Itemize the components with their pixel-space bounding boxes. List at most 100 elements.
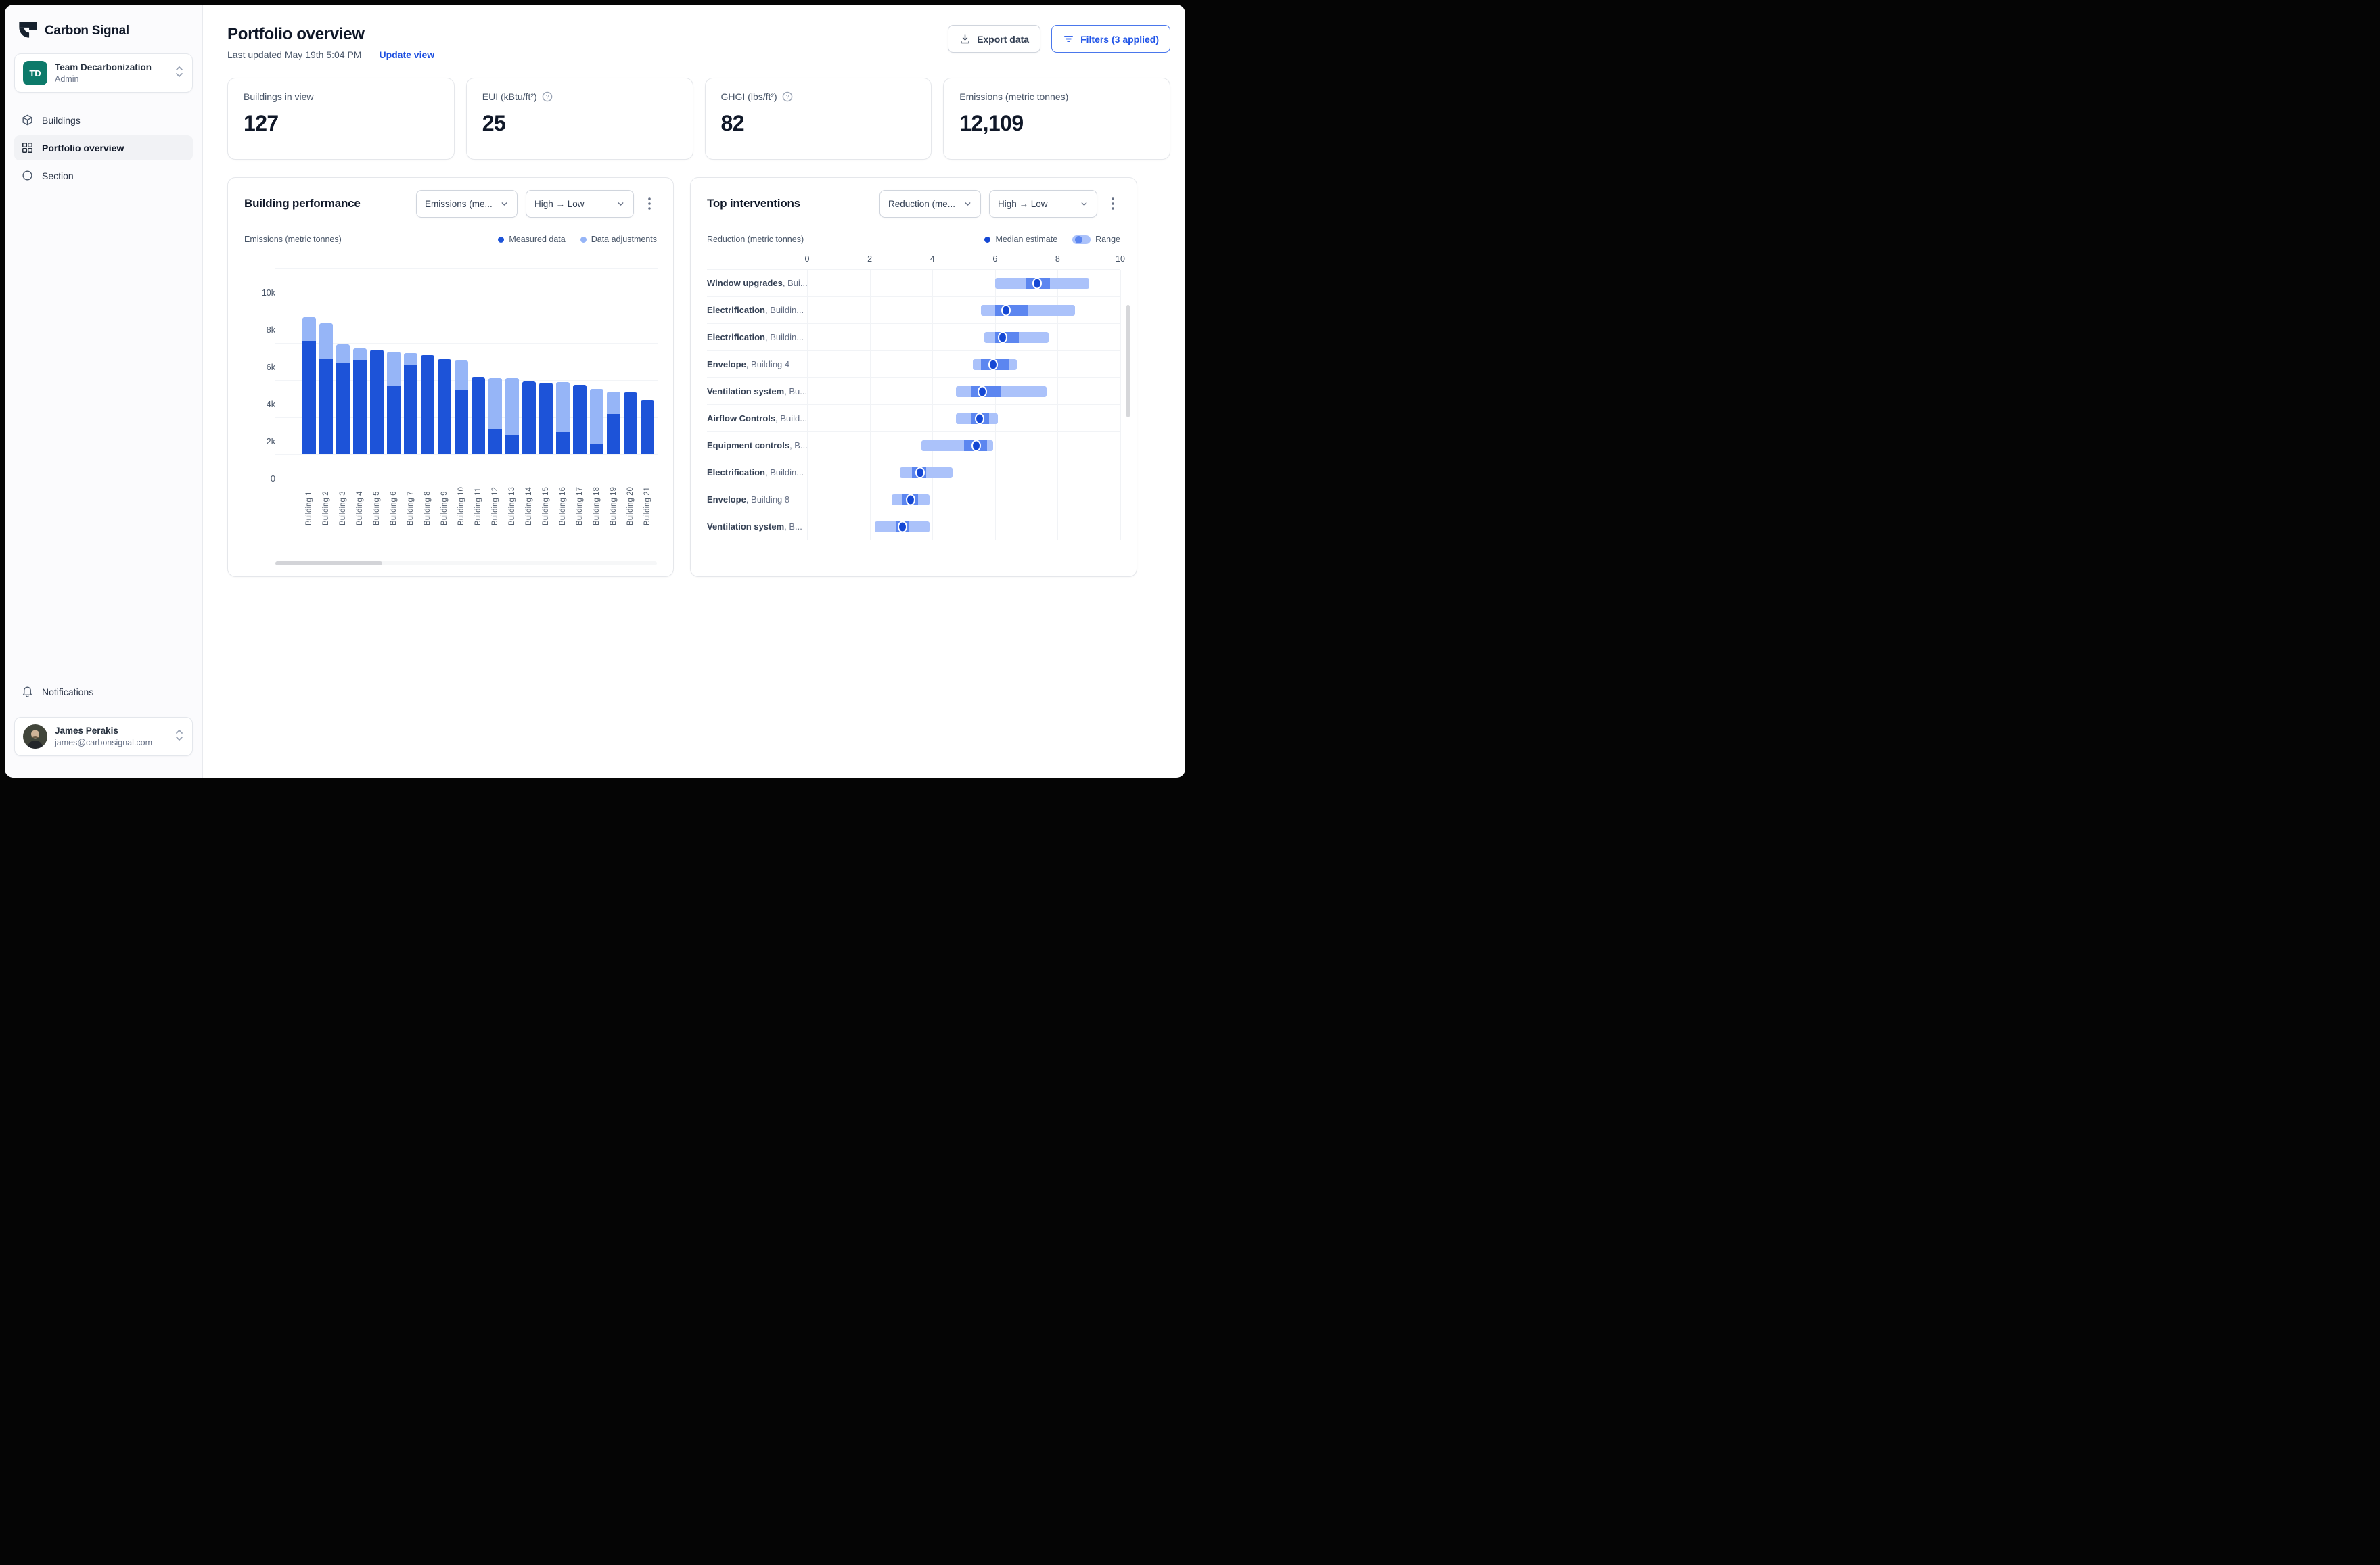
- sidebar-item-buildings[interactable]: Buildings: [14, 108, 193, 133]
- sidebar-item-label: Portfolio overview: [42, 142, 124, 154]
- bar-measured-segment: [404, 364, 417, 455]
- intervention-row-1[interactable]: Window upgrades, Bui...: [707, 270, 1120, 298]
- range-bar: [955, 386, 1047, 397]
- x-tick-2: 2: [867, 254, 873, 264]
- stat-card-buildings-in-view: Buildings in view 127: [227, 78, 455, 160]
- stat-card-emissions: Emissions (metric tonnes) 12,109: [943, 78, 1170, 160]
- bar-chart-x-axis: Building 1 Building 2 Building 3 Building 4…: [275, 461, 685, 525]
- help-icon[interactable]: ?: [542, 91, 553, 102]
- topbar: Portfolio overview Last updated May 19th…: [227, 25, 1170, 60]
- sidebar-nav: Buildings Portfolio overview: [14, 108, 193, 188]
- bar-building-6[interactable]: [387, 351, 401, 455]
- building-performance-title: Building performance: [244, 197, 361, 210]
- bar-building-8[interactable]: [421, 355, 434, 455]
- bar-building-17[interactable]: [573, 385, 587, 455]
- intervention-row-3[interactable]: Electrification, Buildin...: [707, 324, 1120, 352]
- filters-label: Filters (3 applied): [1080, 33, 1159, 45]
- download-icon: [959, 33, 971, 45]
- filters-button[interactable]: Filters (3 applied): [1051, 25, 1170, 53]
- bar-building-13[interactable]: [505, 378, 519, 455]
- bar-building-21[interactable]: [641, 400, 654, 455]
- bar-building-15[interactable]: [539, 383, 553, 455]
- bar-building-18[interactable]: [590, 388, 603, 455]
- horizontal-scrollbar[interactable]: [275, 561, 657, 565]
- median-estimate-swatch: [984, 236, 991, 243]
- intervention-range-chart: [807, 378, 1120, 404]
- bar-building-1[interactable]: [302, 317, 316, 455]
- sort-dropdown-value: High → Low: [998, 198, 1048, 209]
- bar-building-7[interactable]: [404, 353, 417, 455]
- update-view-link[interactable]: Update view: [379, 49, 435, 60]
- top-interventions-controls: Reduction (me... High → Low: [879, 189, 1120, 218]
- intervention-label: Electrification, Buildin...: [707, 332, 804, 343]
- bar-building-19[interactable]: [607, 391, 620, 455]
- bar-building-12[interactable]: [488, 378, 502, 455]
- measured-data-swatch: [498, 236, 505, 243]
- bar-measured-segment: [319, 358, 333, 455]
- range-chart-x-axis: 0 2 4 6 8 10: [805, 254, 1125, 266]
- notifications-link[interactable]: Notifications: [21, 685, 93, 698]
- median-marker: [971, 440, 982, 452]
- bar-building-9[interactable]: [438, 358, 451, 455]
- x-tick-building-10: Building 10: [457, 487, 465, 526]
- intervention-row-5[interactable]: Ventilation system, Bu...: [707, 378, 1120, 406]
- reduction-dropdown[interactable]: Reduction (me...: [879, 189, 981, 218]
- intervention-range-chart: [807, 405, 1120, 431]
- bar-building-10[interactable]: [455, 360, 468, 455]
- bar-building-2[interactable]: [319, 323, 333, 455]
- sort-dropdown[interactable]: High → Low: [526, 189, 634, 218]
- intervention-row-8[interactable]: Electrification, Buildin...: [707, 459, 1120, 487]
- bar-building-11[interactable]: [472, 377, 485, 455]
- bar-building-3[interactable]: [336, 344, 350, 455]
- intervention-row-7[interactable]: Equipment controls, B...: [707, 432, 1120, 460]
- team-role: Admin: [55, 74, 79, 84]
- sidebar-item-portfolio-overview[interactable]: Portfolio overview: [14, 135, 193, 160]
- bar-building-5[interactable]: [370, 349, 384, 455]
- range-chart-xlabel: Reduction (metric tonnes): [707, 235, 804, 245]
- intervention-label: Airflow Controls, Build...: [707, 413, 807, 424]
- y-tick-8k: 8k: [266, 325, 275, 335]
- svg-text:?: ?: [545, 93, 549, 100]
- bar-building-20[interactable]: [624, 392, 637, 455]
- median-marker: [915, 467, 925, 479]
- export-data-button[interactable]: Export data: [948, 25, 1041, 53]
- bar-measured-segment: [455, 389, 468, 455]
- horizontal-scrollbar-thumb[interactable]: [275, 561, 382, 565]
- likely-range-segment: [994, 304, 1028, 316]
- bar-building-14[interactable]: [522, 381, 536, 455]
- chevron-updown-icon: [175, 729, 184, 745]
- sort-dropdown[interactable]: High → Low: [989, 189, 1097, 218]
- sidebar-item-section[interactable]: Section: [14, 163, 193, 188]
- user-avatar: [23, 724, 47, 749]
- intervention-row-2[interactable]: Electrification, Buildin...: [707, 297, 1120, 325]
- median-marker: [1001, 304, 1011, 317]
- kebab-menu-icon[interactable]: [1105, 190, 1120, 218]
- bar-building-16[interactable]: [556, 381, 570, 455]
- brand: Carbon Signal: [5, 5, 202, 39]
- legend-range: Range: [1072, 235, 1120, 244]
- user-selector[interactable]: James Perakis james@carbonsignal.com: [14, 717, 193, 756]
- x-tick-6: 6: [992, 254, 998, 264]
- top-interventions-title: Top interventions: [707, 197, 800, 210]
- y-tick-2k: 2k: [266, 437, 275, 447]
- vertical-scrollbar-thumb[interactable]: [1126, 305, 1130, 418]
- team-selector[interactable]: TD Team Decarbonization Admin: [14, 53, 193, 93]
- intervention-row-10[interactable]: Ventilation system, B...: [707, 513, 1120, 541]
- intervention-range-chart: [807, 324, 1120, 350]
- intervention-row-4[interactable]: Envelope, Building 4: [707, 351, 1120, 379]
- kebab-menu-icon[interactable]: [642, 190, 657, 218]
- x-tick-building-1: Building 1: [305, 491, 313, 526]
- gridline-0: [275, 454, 658, 456]
- intervention-range-chart: [807, 459, 1120, 486]
- bar-building-4[interactable]: [353, 348, 367, 455]
- intervention-row-9[interactable]: Envelope, Building 8: [707, 486, 1120, 514]
- y-tick-0: 0: [271, 474, 275, 484]
- legend-data-adjustments: Data adjustments: [580, 235, 657, 244]
- help-icon[interactable]: ?: [782, 91, 793, 102]
- range-swatch: [1072, 235, 1091, 244]
- intervention-label: Envelope, Building 4: [707, 359, 790, 370]
- intervention-row-6[interactable]: Airflow Controls, Build...: [707, 405, 1120, 433]
- team-avatar: TD: [23, 61, 47, 85]
- team-meta: Team Decarbonization Admin: [55, 62, 167, 85]
- metric-dropdown[interactable]: Emissions (me...: [416, 189, 518, 218]
